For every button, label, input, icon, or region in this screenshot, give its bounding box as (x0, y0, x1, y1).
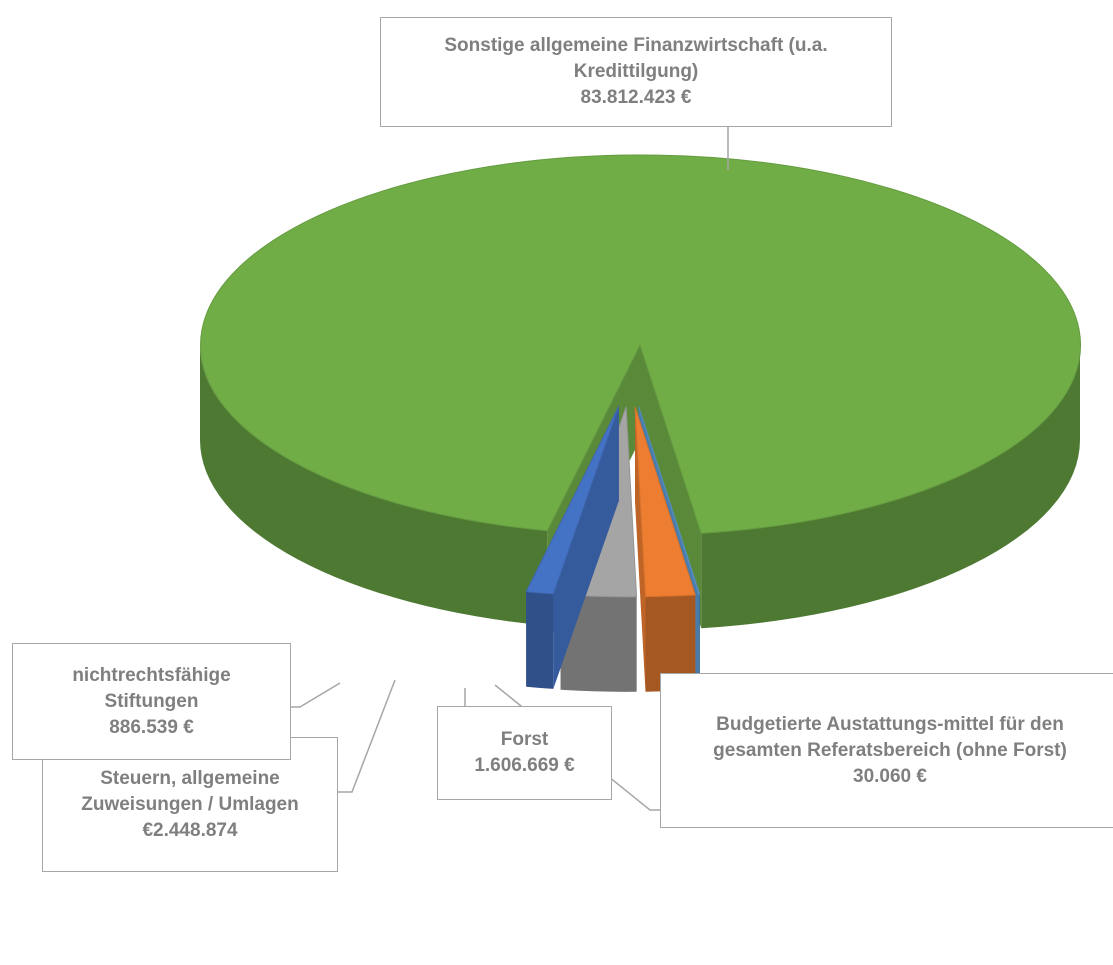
label-value: 1.606.669 € (474, 755, 575, 776)
slice (634, 406, 696, 598)
label-category: Sonstige allgemeine Finanzwirtschaft (u.… (444, 35, 828, 82)
label-category: Budgetierte Austattungs-mittel für den g… (713, 713, 1067, 761)
slice-cut-face (635, 406, 646, 692)
label-value: €2.448.874 (142, 819, 238, 841)
label-value: 30.060 € (853, 765, 927, 787)
slice-side (698, 594, 700, 690)
label-category: Steuern, allgemeine Zuweisungen / Umlage… (81, 767, 299, 815)
slice-side (560, 594, 637, 692)
slice-side (200, 345, 548, 626)
data-label: nichtrechtsfähige Stiftungen 886.539 € (12, 643, 291, 760)
label-category: Forst (500, 729, 549, 750)
data-label: Sonstige allgemeine Finanzwirtschaft (u.… (380, 17, 892, 127)
data-label: Forst 1.606.669 € (437, 706, 612, 800)
leader-line (338, 679, 396, 793)
slice-side (645, 595, 696, 692)
slice (638, 406, 701, 596)
label-category: nichtrechtsfähige Stiftungen (72, 664, 231, 712)
label-value: 886.539 € (109, 716, 194, 738)
leader-line (291, 682, 341, 708)
label-value: 83.812.423 € (580, 87, 692, 108)
slice (200, 154, 1082, 534)
slice (525, 405, 620, 595)
slice-side (701, 345, 1080, 629)
data-label: Budgetierte Austattungs-mittel für den g… (660, 673, 1113, 828)
slice-side (526, 591, 554, 689)
